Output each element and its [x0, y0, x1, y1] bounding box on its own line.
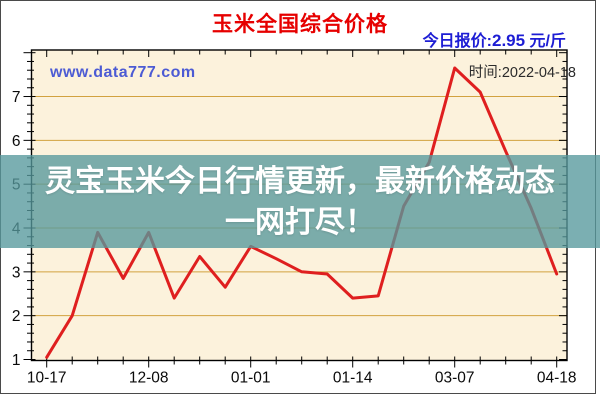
date-label: 时间:2022-04-18	[468, 65, 576, 81]
x-axis-label: 01-14	[333, 370, 373, 387]
x-axis-label: 10-17	[27, 370, 67, 387]
y-axis-label: 2	[12, 308, 21, 325]
x-axis-label: 03-07	[435, 370, 475, 387]
y-axis-label: 7	[12, 89, 21, 106]
quote-label: 今日报价:	[422, 33, 492, 50]
page-title: 玉米全国综合价格	[212, 13, 388, 36]
x-axis-label: 01-01	[231, 370, 271, 387]
promo-banner-line2: 一网打尽！	[225, 205, 375, 239]
today-quote: 今日报价:2.95 元/斤	[423, 27, 566, 51]
promo-banner: 灵宝玉米今日行情更新，最新价格动态 一网打尽！	[0, 155, 600, 248]
quote-value: 2.95	[492, 31, 526, 50]
watermark: www.data777.com	[50, 64, 196, 81]
y-axis-label: 6	[12, 133, 21, 150]
y-axis-label: 3	[12, 264, 21, 281]
y-axis-label: 1	[12, 352, 21, 369]
quote-unit: 元/斤	[525, 33, 566, 50]
x-axis-label: 12-08	[129, 370, 169, 387]
x-axis-label: 04-18	[537, 370, 577, 387]
promo-banner-line1: 灵宝玉米今日行情更新，最新价格动态	[45, 164, 555, 198]
price-line	[45, 66, 559, 359]
